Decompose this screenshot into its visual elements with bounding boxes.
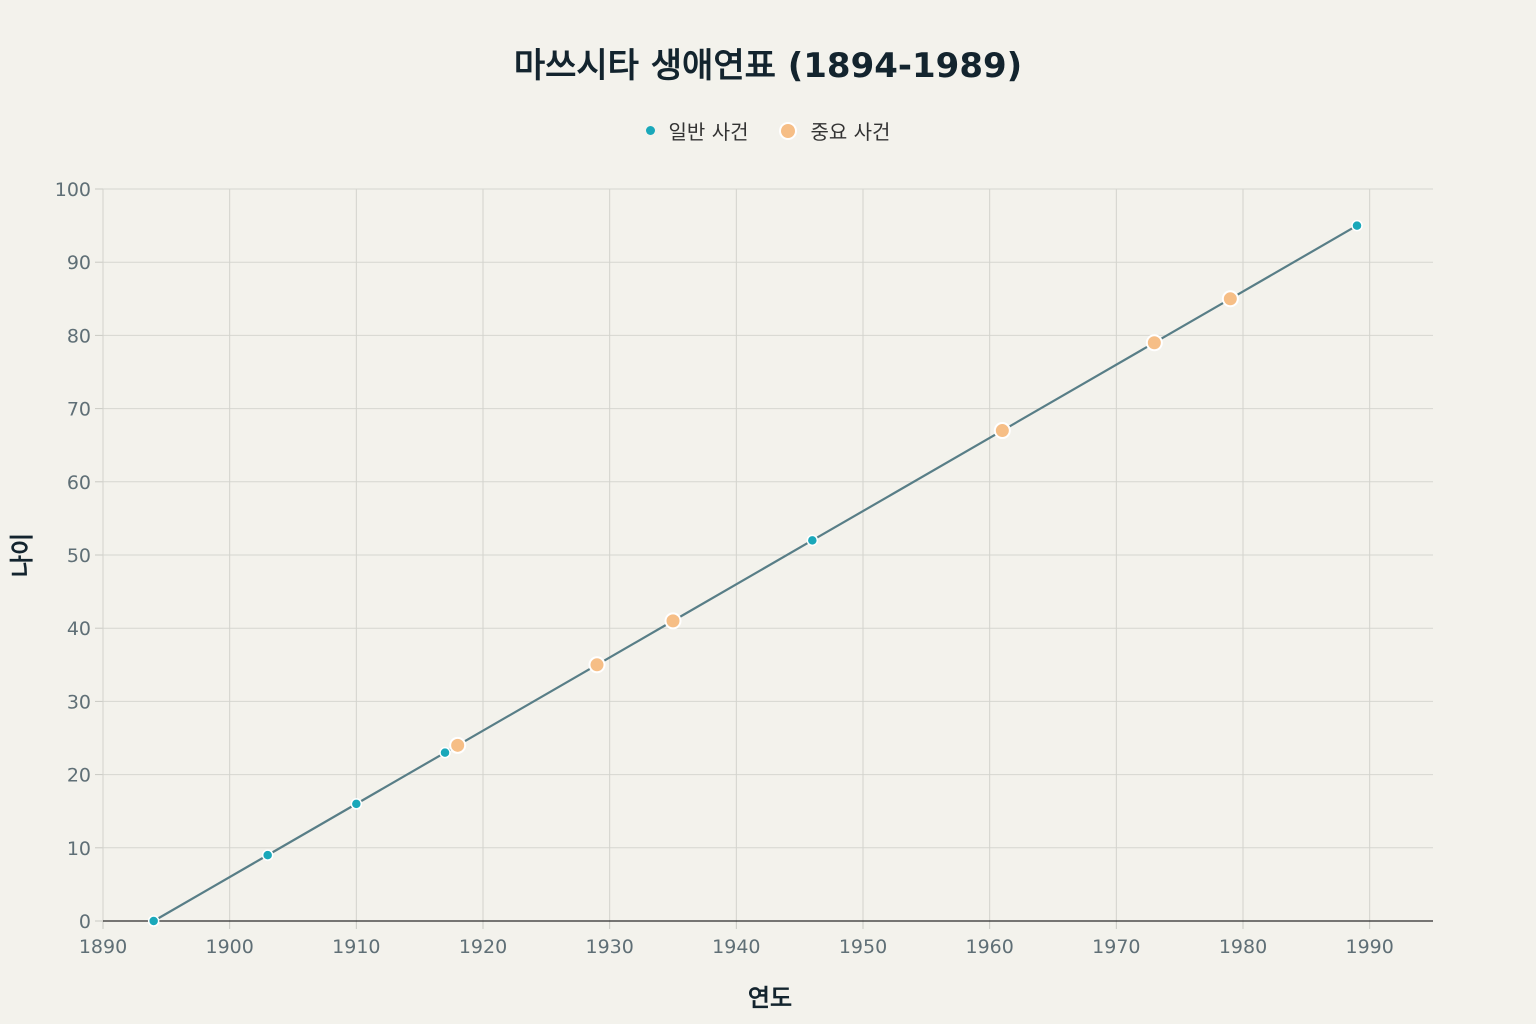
x-tick-label: 1960 [965, 936, 1013, 958]
x-tick-label: 1900 [205, 936, 253, 958]
series-line [153, 224, 1358, 922]
y-tick-label: 0 [79, 911, 91, 933]
x-tick-label: 1910 [332, 936, 380, 958]
legend-marker-normal [645, 126, 655, 135]
legend-item-normal[interactable]: 일반 사건 [645, 116, 749, 145]
chart-title: 마쓰시타 생애연표 (1894-1989) [513, 46, 1023, 86]
point-major-event [664, 612, 682, 630]
x-tick-label: 1890 [79, 936, 127, 958]
legend-marker-major [778, 121, 797, 140]
point-major-event [1221, 290, 1239, 308]
y-tick-label: 80 [67, 325, 91, 347]
x-tick-label: 1950 [839, 936, 887, 958]
point-normal-event [439, 746, 451, 759]
point-normal-event [806, 534, 819, 547]
y-tick-label: 100 [55, 179, 91, 201]
y-tick-label: 60 [67, 472, 91, 494]
legend-item-major[interactable]: 중요 사건 [778, 116, 891, 145]
y-tick-label: 40 [67, 618, 91, 640]
point-normal-event [147, 915, 160, 927]
y-axis-label: 나이 [8, 533, 36, 577]
point-major-event [1145, 334, 1163, 352]
x-axis-label: 연도 [748, 984, 792, 1012]
y-tick-label: 20 [67, 765, 91, 787]
x-tick-label: 1930 [585, 936, 633, 958]
x-tick-label: 1920 [459, 936, 507, 958]
y-tick-label: 90 [67, 252, 91, 274]
x-tick-label: 1980 [1219, 936, 1267, 958]
point-major-event [993, 422, 1011, 440]
y-tick-label: 70 [67, 399, 91, 421]
point-major-event [588, 656, 606, 674]
y-tick-label: 30 [67, 691, 91, 713]
x-tick-label: 1940 [712, 936, 760, 958]
point-normal-event [350, 798, 363, 810]
x-tick-label: 1990 [1345, 936, 1393, 958]
x-tick-label: 1970 [1092, 936, 1140, 958]
legend: 일반 사건 중요 사건 [0, 116, 1536, 145]
point-normal-event [1351, 219, 1363, 232]
legend-label-normal: 일반 사건 [668, 120, 749, 144]
legend-label-major: 중요 사건 [810, 120, 891, 144]
y-tick-label: 50 [67, 545, 91, 567]
point-normal-event [261, 849, 274, 861]
y-tick-label: 10 [67, 838, 91, 860]
point-major-event [449, 736, 467, 754]
